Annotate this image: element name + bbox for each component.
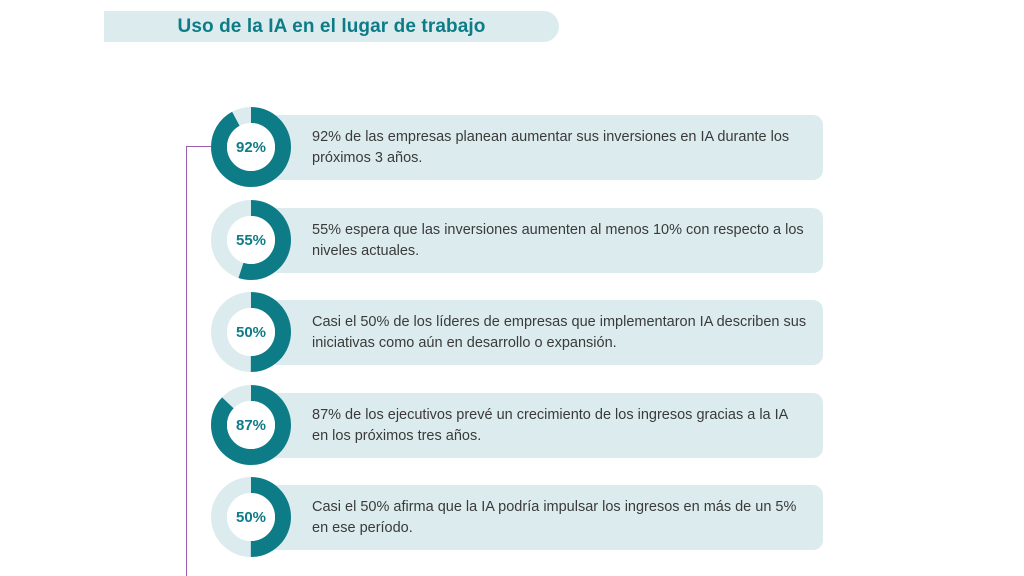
donut-arc <box>211 200 291 280</box>
donut-center <box>227 123 275 171</box>
timeline-line <box>186 146 187 576</box>
stat-card: 55% espera que las inversiones aumenten … <box>268 208 823 273</box>
stat-card: 87% de los ejecutivos prevé un crecimien… <box>268 393 823 458</box>
donut-arc <box>211 385 291 465</box>
title-banner: Uso de la IA en el lugar de trabajo <box>104 11 559 42</box>
donut-arc <box>211 477 291 557</box>
donut-center <box>227 493 275 541</box>
stat-text: 92% de las empresas planean aumentar sus… <box>312 128 790 166</box>
donut-center <box>227 308 275 356</box>
donut-value: 87% <box>235 416 267 434</box>
stat-card: Casi el 50% de los líderes de empresas q… <box>268 300 823 365</box>
donut-center <box>227 216 275 264</box>
timeline-connector <box>186 146 212 147</box>
donut-arc <box>211 292 291 372</box>
stat-text: 87% de los ejecutivos prevé un crecimien… <box>312 406 788 444</box>
stat-card: 92% de las empresas planean aumentar sus… <box>268 115 823 180</box>
donut-arc <box>211 107 291 187</box>
donut-value: 50% <box>235 323 267 341</box>
donut-chart: 92% <box>209 105 293 189</box>
stat-text: 55% espera que las inversiones aumenten … <box>312 221 804 259</box>
donut-value: 50% <box>235 508 267 526</box>
page-title: Uso de la IA en el lugar de trabajo <box>177 15 486 37</box>
donut-chart: 87% <box>209 383 293 467</box>
donut-chart: 50% <box>209 290 293 374</box>
stat-text: Casi el 50% de los líderes de empresas q… <box>312 313 807 351</box>
stat-card: Casi el 50% afirma que la IA podría impu… <box>268 485 823 550</box>
donut-chart: 55% <box>209 198 293 282</box>
stat-text: Casi el 50% afirma que la IA podría impu… <box>312 498 797 536</box>
donut-chart: 50% <box>209 475 293 559</box>
donut-center <box>227 401 275 449</box>
donut-value: 55% <box>235 231 267 249</box>
donut-value: 92% <box>235 138 267 156</box>
